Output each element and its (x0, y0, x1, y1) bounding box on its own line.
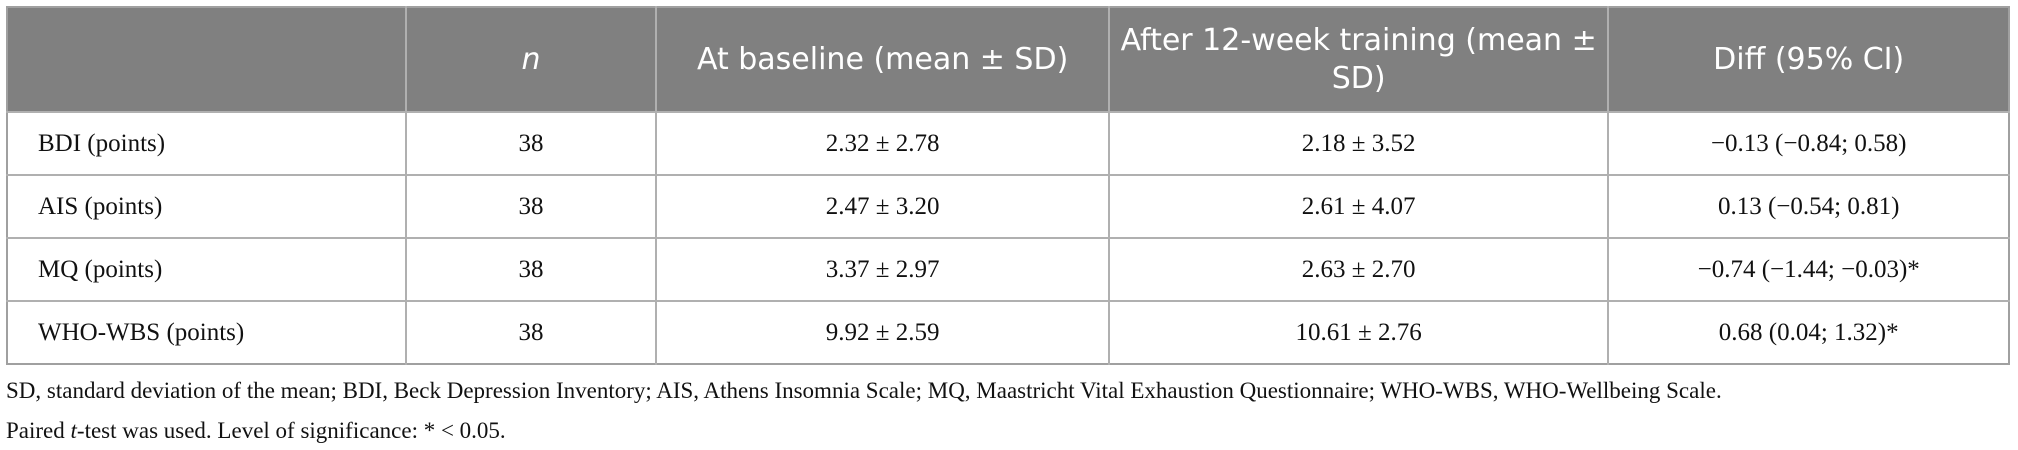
row-label: MQ (points) (7, 237, 406, 301)
table-cell: 2.18 ± 3.52 (1107, 111, 1609, 175)
table-row: BDI (points) 38 2.32 ± 2.78 2.18 ± 3.52 −0.1… (7, 111, 2009, 175)
header-cell: n (404, 7, 657, 112)
header-cell: At baseline (mean ± SD) (655, 7, 1109, 112)
table-cell: 2.32 ± 2.78 (655, 111, 1109, 175)
table-cell: 38 (404, 237, 657, 301)
header-row: n At baseline (mean ± SD) After 12-week tr… (7, 7, 2009, 112)
table-cell: 38 (404, 111, 657, 175)
footnote-text: Paired (6, 418, 71, 443)
table-cell: 2.47 ± 3.20 (655, 174, 1109, 238)
data-table: n At baseline (mean ± SD) After 12-week tr… (6, 6, 2010, 365)
table-cell: 2.63 ± 2.70 (1107, 237, 1609, 301)
header-cell: After 12-week training (mean ± SD) (1107, 7, 1609, 112)
table-row: AIS (points) 38 2.47 ± 3.20 2.61 ± 4.07 0.13… (7, 174, 2009, 238)
table-cell: 38 (404, 300, 657, 364)
table-row: MQ (points) 38 3.37 ± 2.97 2.63 ± 2.70 −0.74… (7, 237, 2009, 301)
table-cell: 9.92 ± 2.59 (655, 300, 1109, 364)
footnote-text: t (70, 418, 77, 443)
table-cell: −0.13 (−0.84; 0.58) (1607, 111, 2009, 175)
table-body: BDI (points) 38 2.32 ± 2.78 2.18 ± 3.52 −0.1… (7, 111, 2009, 364)
table-cell: 3.37 ± 2.97 (655, 237, 1109, 301)
table-cell: 38 (404, 174, 657, 238)
table-cell: 0.13 (−0.54; 0.81) (1607, 174, 2009, 238)
header-cell (7, 7, 406, 112)
table-row: WHO-WBS (points) 38 9.92 ± 2.59 10.61 ± 2.7… (7, 300, 2009, 364)
table-cell: 2.61 ± 4.07 (1107, 174, 1609, 238)
footnote-text: -test was used. Level of significance: *… (76, 418, 506, 443)
row-label: BDI (points) (7, 111, 406, 175)
footnote: Paired t-test was used. Level of signifi… (6, 418, 506, 444)
table-cell: 0.68 (0.04; 1.32)* (1607, 300, 2009, 364)
table-cell: 10.61 ± 2.76 (1107, 300, 1609, 364)
table-cell: −0.74 (−1.44; −0.03)* (1607, 237, 2009, 301)
header-cell: Diff (95% CI) (1607, 7, 2009, 112)
footnote: SD, standard deviation of the mean; BDI,… (6, 378, 1722, 403)
row-label: AIS (points) (7, 174, 406, 238)
row-label: WHO-WBS (points) (7, 300, 406, 364)
